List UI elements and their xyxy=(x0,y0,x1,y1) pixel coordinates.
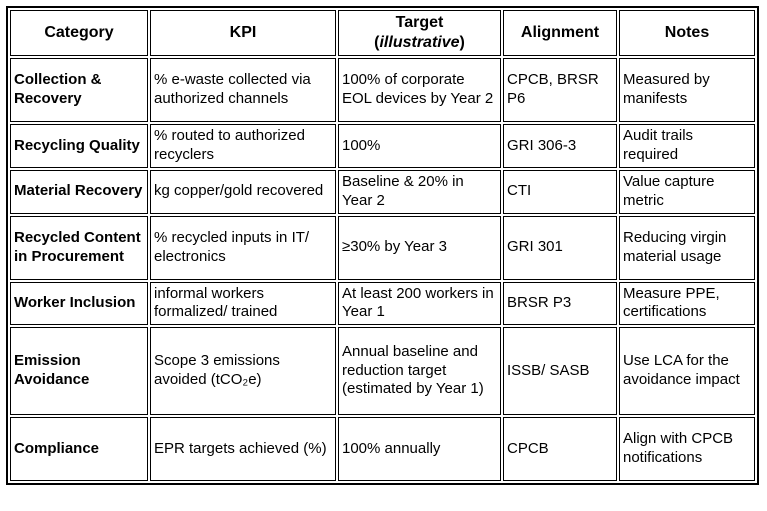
table-row: Recycled Content in Procurement% recycle… xyxy=(10,215,755,280)
cell-target: At least 200 workers in Year 1 xyxy=(338,281,501,325)
header-target-paren-open: ( xyxy=(374,34,380,51)
cell-alignment: GRI 301 xyxy=(503,215,617,280)
cell-alignment: BRSR P3 xyxy=(503,281,617,325)
cell-alignment: GRI 306-3 xyxy=(503,124,617,168)
cell-kpi: Scope 3 emissions avoided (tCO₂e) xyxy=(150,327,336,415)
table-body: Collection & Recovery% e-waste collected… xyxy=(10,58,755,481)
header-notes: Notes xyxy=(619,10,755,56)
table-row: Compliance EPR targets achieved (%) 100% a… xyxy=(10,417,755,481)
cell-target: 100% of corporate EOL devices by Year 2 xyxy=(338,58,501,122)
cell-category: Material Recovery xyxy=(10,170,148,214)
cell-target: 100% xyxy=(338,124,501,168)
cell-kpi: % e-waste collected via authorized chann… xyxy=(150,58,336,122)
cell-target: Baseline & 20% in Year 2 xyxy=(338,170,501,214)
cell-target: Annual baseline and reduction target (es… xyxy=(338,327,501,415)
cell-notes: Reducing virgin material usage xyxy=(619,215,755,280)
cell-alignment: ISSB/ SASB xyxy=(503,327,617,415)
header-target-paren-close: ) xyxy=(459,34,465,51)
table-row: Collection & Recovery% e-waste collected… xyxy=(10,58,755,122)
cell-category: Recycling Quality xyxy=(10,124,148,168)
cell-kpi: % routed to authorized recyclers xyxy=(150,124,336,168)
cell-target: ≥30% by Year 3 xyxy=(338,215,501,280)
header-target: Target (illustrative) xyxy=(338,10,501,56)
cell-category: Recycled Content in Procurement xyxy=(10,215,148,280)
table-row: Recycling Quality% routed to authorized … xyxy=(10,124,755,168)
header-category: Category xyxy=(10,10,148,56)
cell-notes: Audit trails required xyxy=(619,124,755,168)
cell-alignment: CPCB, BRSR P6 xyxy=(503,58,617,122)
table-row: Worker Inclusion informal workers formali… xyxy=(10,281,755,325)
cell-category: Worker Inclusion xyxy=(10,281,148,325)
cell-notes: Use LCA for the avoidance impact xyxy=(619,327,755,415)
header-target-line1: Target xyxy=(395,14,444,31)
cell-alignment: CPCB xyxy=(503,417,617,481)
cell-kpi: informal workers formalized/ trained xyxy=(150,281,336,325)
cell-alignment: CTI xyxy=(503,170,617,214)
header-target-illustrative: illustrative xyxy=(379,34,460,51)
header-alignment: Alignment xyxy=(503,10,617,56)
cell-target: 100% annually xyxy=(338,417,501,481)
cell-kpi: kg copper/gold recovered xyxy=(150,170,336,214)
header-kpi: KPI xyxy=(150,10,336,56)
table-header: Category KPI Target (illustrative) Alignm… xyxy=(10,10,755,56)
table-row: Material Recovery kg copper/gold recovere… xyxy=(10,170,755,214)
cell-kpi: % recycled inputs in IT/ electronics xyxy=(150,215,336,280)
kpi-table: Category KPI Target (illustrative) Alignm… xyxy=(6,6,759,485)
cell-kpi: EPR targets achieved (%) xyxy=(150,417,336,481)
cell-category: Emission Avoidance xyxy=(10,327,148,415)
cell-notes: Measured by manifests xyxy=(619,58,755,122)
cell-category: Collection & Recovery xyxy=(10,58,148,122)
cell-notes: Value capture metric xyxy=(619,170,755,214)
header-row: Category KPI Target (illustrative) Alignm… xyxy=(10,10,755,56)
table-row: Emission Avoidance Scope 3 emissions avoi… xyxy=(10,327,755,415)
cell-notes: Measure PPE, certifications xyxy=(619,281,755,325)
cell-category: Compliance xyxy=(10,417,148,481)
cell-notes: Align with CPCB notifications xyxy=(619,417,755,481)
